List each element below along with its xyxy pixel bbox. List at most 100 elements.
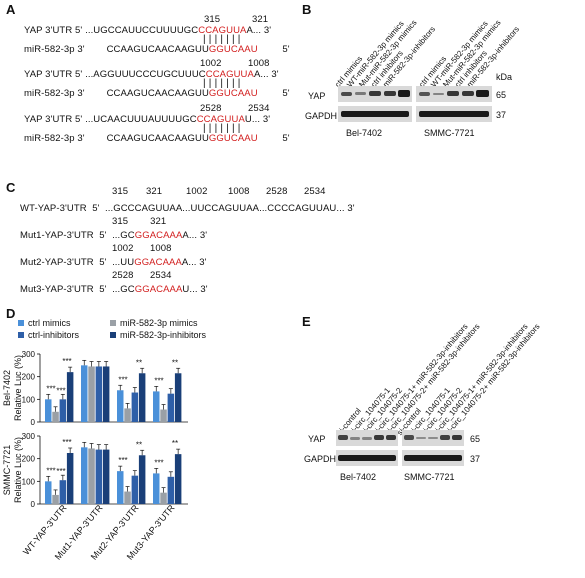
blot-yap-bel7402 bbox=[338, 86, 412, 102]
kda-37: 37 bbox=[496, 110, 507, 120]
panel-label-d: D bbox=[6, 306, 16, 321]
mut2-utr-row: Mut2-YAP-3'UTR 5' ...UUGGACAAAA... 3' bbox=[20, 257, 207, 268]
bar bbox=[66, 453, 74, 504]
mir-row-1: miR-582-3p 3' CCAAGUCAACAAGUUGGUCAAU 5' bbox=[24, 44, 290, 55]
bar bbox=[52, 411, 59, 422]
bar bbox=[81, 447, 88, 504]
kda-65: 65 bbox=[470, 434, 481, 444]
blot-gapdh-bel7402 bbox=[338, 106, 412, 122]
protein-label-yap: YAP bbox=[308, 434, 326, 444]
bar bbox=[59, 480, 67, 504]
bar bbox=[59, 399, 67, 422]
significance-marker: *** bbox=[62, 357, 71, 366]
bar bbox=[88, 448, 95, 504]
y-axis-label: Relative Luc (%) bbox=[13, 437, 23, 503]
bar bbox=[138, 373, 146, 422]
chart-title: SMMC-7721 bbox=[2, 445, 12, 496]
kda-37: 37 bbox=[470, 454, 481, 464]
bar bbox=[117, 390, 124, 422]
kda-65: 65 bbox=[496, 90, 507, 100]
pairing-lines: ||||||| bbox=[203, 34, 244, 45]
significance-marker: *** bbox=[154, 376, 163, 385]
significance-marker: *** bbox=[46, 384, 55, 393]
y-tick-label: 300 bbox=[22, 432, 36, 441]
significance-marker: *** bbox=[154, 458, 163, 467]
wt-utr-row: WT-YAP-3'UTR 5' ...GCCCAGUUAA...UUCCAGUU… bbox=[20, 203, 355, 214]
cell-label-bel7402: Bel-7402 bbox=[346, 128, 383, 138]
significance-marker: *** bbox=[62, 438, 71, 447]
y-axis-label: Relative Luc (%) bbox=[13, 355, 23, 421]
panel-d-chart: ctrl mimics miR-582-3p mimics ctrl-inhibit… bbox=[2, 318, 207, 562]
yap-utr-row-3: YAP 3'UTR 5' ...UCAACUUUAUUUUGCCCAGUUAU.… bbox=[24, 114, 271, 125]
bar bbox=[102, 366, 110, 422]
panel-label-a: A bbox=[6, 2, 16, 17]
significance-marker: *** bbox=[118, 375, 127, 384]
bar bbox=[124, 491, 131, 504]
blot-yap-smmc7721 bbox=[402, 430, 464, 446]
blot-gapdh-smmc7721 bbox=[402, 450, 464, 466]
mut1-utr-row: Mut1-YAP-3'UTR 5' ...GCGGACAAAA... 3' bbox=[20, 230, 208, 241]
protein-label-gapdh: GAPDH bbox=[304, 454, 337, 464]
significance-marker: ** bbox=[136, 358, 142, 367]
blot-gapdh-bel7402 bbox=[336, 450, 398, 466]
bar bbox=[66, 372, 74, 422]
y-tick-label: 300 bbox=[22, 350, 36, 359]
bar bbox=[160, 492, 167, 504]
significance-marker: *** bbox=[118, 456, 127, 465]
pairing-lines: ||||||| bbox=[203, 78, 244, 89]
legend-swatch bbox=[110, 320, 116, 326]
cell-label-smmc7721: SMMC-7721 bbox=[404, 472, 455, 482]
mut3-positions: 2528 2534 bbox=[112, 270, 172, 281]
bar bbox=[167, 476, 175, 504]
legend-label: ctrl-inhibitors bbox=[28, 330, 80, 340]
legend-label: miR-582-3p mimics bbox=[120, 318, 198, 328]
significance-marker: *** bbox=[56, 467, 65, 476]
lane-label: si-circ_104075-1+ miR-582-3p-inhibitors bbox=[431, 322, 530, 437]
significance-marker: ** bbox=[136, 440, 142, 449]
bar bbox=[138, 455, 146, 504]
panel-label-e: E bbox=[302, 314, 311, 329]
mut2-positions: 1002 1008 bbox=[112, 243, 172, 254]
legend-label: miR-582-3p-inhibitors bbox=[120, 330, 207, 340]
yap-utr-row-1: YAP 3'UTR 5' ...UGCCAUUCCUUUUGCCCAGUUAA.… bbox=[24, 25, 272, 36]
panel-label-c: C bbox=[6, 180, 16, 195]
legend-swatch bbox=[110, 332, 116, 338]
mut1-positions: 315 321 bbox=[112, 216, 167, 227]
bar bbox=[167, 393, 175, 422]
chart-title: Bel-7402 bbox=[2, 370, 12, 406]
y-tick-label: 100 bbox=[22, 477, 36, 486]
bar bbox=[95, 366, 103, 422]
blot-yap-bel7402 bbox=[336, 430, 398, 446]
wt-positions: 315 321 1002 1008 2528 2534 bbox=[112, 186, 326, 197]
yap-utr-row-2: YAP 3'UTR 5' ...AGGUUUCCCUGCUUUCCCAGUUAA… bbox=[24, 69, 279, 80]
bar bbox=[45, 399, 52, 422]
y-tick-label: 200 bbox=[22, 455, 36, 464]
bar bbox=[95, 449, 103, 504]
bar bbox=[52, 494, 59, 504]
significance-marker: ** bbox=[172, 439, 178, 448]
significance-marker: *** bbox=[56, 386, 65, 395]
protein-label-yap: YAP bbox=[308, 91, 326, 101]
y-tick-label: 100 bbox=[22, 395, 36, 404]
legend-label: ctrl mimics bbox=[28, 318, 71, 328]
pairing-lines: ||||||| bbox=[203, 123, 244, 134]
protein-label-gapdh: GAPDH bbox=[305, 111, 338, 121]
legend-swatch bbox=[18, 320, 24, 326]
mir-row-3: miR-582-3p 3' CCAAGUCAACAAGUUGGUCAAU 5' bbox=[24, 133, 290, 144]
mir-row-2: miR-582-3p 3' CCAAGUCAACAAGUUGGUCAAU 5' bbox=[24, 88, 290, 99]
bar bbox=[131, 392, 139, 422]
legend-swatch bbox=[18, 332, 24, 338]
significance-marker: *** bbox=[46, 466, 55, 475]
panel-label-b: B bbox=[302, 2, 312, 17]
kda-label: kDa bbox=[496, 72, 513, 82]
bar bbox=[174, 454, 182, 504]
bar bbox=[124, 408, 131, 422]
blot-gapdh-smmc7721 bbox=[416, 106, 492, 122]
bar bbox=[153, 473, 160, 504]
bar bbox=[160, 409, 167, 422]
y-tick-label: 0 bbox=[31, 418, 36, 427]
bar bbox=[174, 373, 182, 422]
blot-yap-smmc7721 bbox=[416, 86, 492, 102]
significance-marker: ** bbox=[172, 358, 178, 367]
bar bbox=[153, 391, 160, 422]
